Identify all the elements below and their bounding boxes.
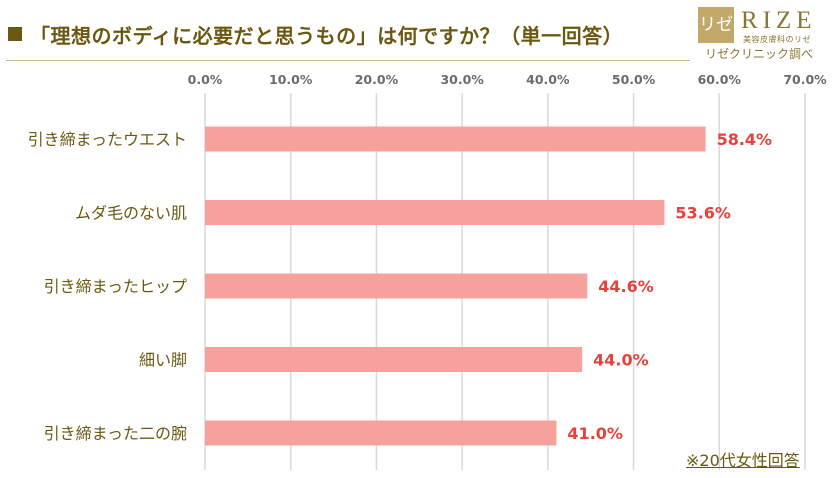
x-tick-label: 60.0% (698, 72, 742, 87)
chart-title: 「理想のボディに必要だと思うもの」は何ですか？（単一回答） (8, 14, 623, 54)
bar (205, 200, 665, 225)
footnote: ※20代女性回答 (686, 451, 800, 470)
logo-mark-text: リゼ (699, 15, 733, 35)
logo-mark-icon: リゼ (698, 7, 734, 43)
title-square-icon (8, 27, 22, 41)
x-tick-label: 20.0% (355, 72, 399, 87)
chart-title-text: 「理想のボディに必要だと思うもの」は何ですか？（単一回答） (30, 23, 624, 48)
x-tick-label: 0.0% (188, 72, 223, 87)
source-caption: リゼクリニック調べ (705, 47, 814, 61)
data-label: 44.0% (593, 351, 649, 370)
bar (205, 420, 557, 446)
x-tick-label: 30.0% (440, 72, 484, 87)
x-tick-label: 70.0% (783, 72, 827, 87)
data-label: 41.0% (567, 424, 623, 443)
x-tick-label: 50.0% (612, 72, 656, 87)
category-label: 細い脚 (139, 351, 187, 370)
data-label: 58.4% (717, 130, 773, 149)
logo-subtitle: 美容皮膚科のリゼ (743, 35, 811, 44)
bar (205, 347, 583, 372)
title-divider (6, 60, 690, 61)
data-label: 53.6% (675, 204, 731, 223)
x-tick-label: 40.0% (526, 72, 570, 87)
bar (205, 273, 588, 299)
category-label: 引き締まった二の腕 (44, 424, 187, 443)
category-label: 引き締まったヒップ (44, 277, 187, 296)
rize-logo: リゼ RIZE 美容皮膚科のリゼ リゼクリニック調べ (695, 3, 835, 65)
data-label: 44.6% (598, 277, 654, 296)
x-tick-label: 10.0% (269, 72, 313, 87)
category-label: ムダ毛のない肌 (75, 204, 187, 223)
bar (205, 126, 706, 152)
category-label: 引き締まったウエスト (28, 130, 187, 149)
logo-wordmark: RIZE (741, 7, 817, 34)
